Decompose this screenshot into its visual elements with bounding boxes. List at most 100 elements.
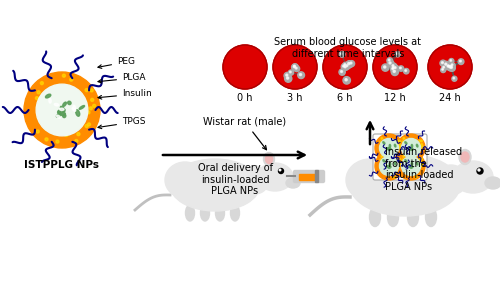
- Circle shape: [420, 140, 422, 142]
- Ellipse shape: [394, 144, 396, 147]
- Ellipse shape: [389, 144, 390, 147]
- Circle shape: [382, 64, 389, 71]
- Circle shape: [381, 146, 382, 148]
- Circle shape: [402, 156, 420, 176]
- Circle shape: [442, 65, 447, 70]
- Circle shape: [402, 167, 404, 168]
- Circle shape: [458, 59, 464, 64]
- Circle shape: [387, 58, 392, 63]
- Ellipse shape: [49, 99, 51, 103]
- Circle shape: [273, 45, 317, 89]
- Circle shape: [449, 58, 454, 64]
- Circle shape: [449, 66, 451, 68]
- Circle shape: [460, 60, 462, 62]
- Circle shape: [393, 70, 396, 72]
- Circle shape: [67, 87, 70, 91]
- Circle shape: [56, 140, 59, 143]
- Ellipse shape: [410, 147, 412, 149]
- Circle shape: [24, 72, 100, 148]
- Circle shape: [420, 166, 421, 168]
- Circle shape: [446, 64, 452, 70]
- Circle shape: [450, 66, 452, 68]
- Circle shape: [46, 91, 49, 94]
- Circle shape: [420, 146, 422, 148]
- Ellipse shape: [286, 178, 300, 188]
- Circle shape: [448, 64, 455, 71]
- Circle shape: [290, 71, 291, 73]
- Circle shape: [391, 68, 398, 76]
- Ellipse shape: [60, 113, 66, 115]
- Circle shape: [422, 146, 423, 147]
- Ellipse shape: [388, 147, 390, 149]
- Circle shape: [39, 106, 42, 109]
- Circle shape: [392, 170, 394, 171]
- Circle shape: [292, 64, 298, 69]
- Circle shape: [419, 158, 420, 160]
- Circle shape: [397, 152, 425, 180]
- Circle shape: [380, 141, 382, 142]
- Circle shape: [36, 97, 38, 100]
- Circle shape: [388, 60, 394, 67]
- Circle shape: [90, 89, 93, 92]
- Circle shape: [452, 76, 457, 81]
- Ellipse shape: [60, 106, 65, 112]
- Ellipse shape: [346, 159, 394, 201]
- Ellipse shape: [459, 150, 471, 164]
- Circle shape: [85, 89, 88, 91]
- Circle shape: [72, 122, 75, 125]
- Circle shape: [396, 53, 398, 54]
- Circle shape: [402, 149, 404, 150]
- Circle shape: [65, 133, 68, 136]
- Text: Oral delivery of
insulin-loaded
PLGA NPs: Oral delivery of insulin-loaded PLGA NPs: [198, 163, 272, 196]
- Circle shape: [348, 62, 350, 65]
- Circle shape: [445, 63, 447, 65]
- Ellipse shape: [165, 162, 205, 198]
- Ellipse shape: [186, 205, 194, 221]
- Text: 12 h: 12 h: [384, 93, 406, 103]
- Circle shape: [339, 51, 345, 57]
- Circle shape: [392, 68, 394, 70]
- Circle shape: [286, 77, 288, 79]
- Circle shape: [400, 67, 401, 69]
- Circle shape: [381, 138, 382, 139]
- Circle shape: [403, 138, 404, 139]
- Circle shape: [440, 68, 446, 73]
- Circle shape: [380, 167, 382, 168]
- Text: 3 h: 3 h: [287, 93, 303, 103]
- Text: TPGS: TPGS: [98, 117, 146, 129]
- Text: 6 h: 6 h: [337, 93, 353, 103]
- Circle shape: [399, 162, 400, 163]
- Text: Serum blood glucose levels at
different time intervals: Serum blood glucose levels at different …: [274, 37, 422, 59]
- Circle shape: [381, 156, 382, 157]
- Ellipse shape: [426, 207, 436, 227]
- Circle shape: [342, 65, 344, 67]
- Circle shape: [398, 148, 399, 150]
- Text: 24 h: 24 h: [439, 93, 461, 103]
- Ellipse shape: [79, 105, 84, 109]
- Circle shape: [420, 148, 421, 150]
- FancyBboxPatch shape: [373, 134, 427, 180]
- Circle shape: [393, 158, 395, 160]
- Ellipse shape: [73, 105, 76, 110]
- Ellipse shape: [409, 166, 412, 168]
- Circle shape: [64, 133, 68, 137]
- Circle shape: [380, 159, 382, 161]
- Ellipse shape: [410, 166, 413, 168]
- Circle shape: [428, 45, 472, 89]
- Circle shape: [381, 164, 382, 166]
- Circle shape: [223, 45, 267, 89]
- Ellipse shape: [266, 154, 272, 164]
- Circle shape: [477, 168, 483, 174]
- Ellipse shape: [387, 148, 390, 150]
- Ellipse shape: [411, 162, 412, 165]
- Circle shape: [342, 64, 347, 70]
- Ellipse shape: [56, 115, 60, 118]
- Ellipse shape: [383, 142, 385, 144]
- Ellipse shape: [435, 165, 467, 195]
- Circle shape: [389, 62, 391, 64]
- Ellipse shape: [383, 160, 385, 162]
- Circle shape: [453, 77, 454, 79]
- Circle shape: [90, 98, 94, 101]
- Ellipse shape: [54, 103, 58, 106]
- Circle shape: [284, 72, 291, 79]
